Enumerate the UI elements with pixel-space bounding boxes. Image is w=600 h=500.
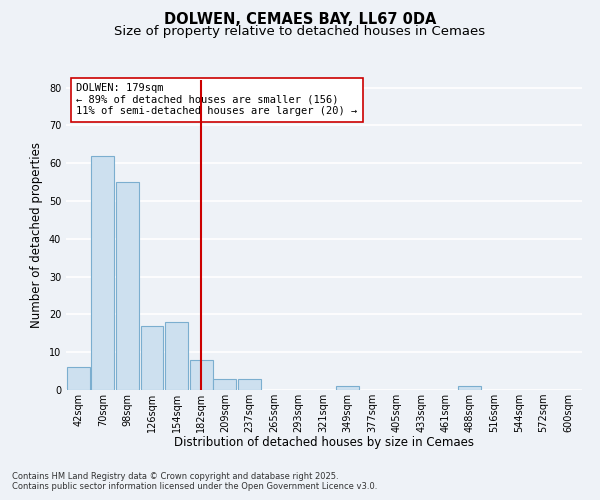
Bar: [238, 378, 261, 390]
X-axis label: Distribution of detached houses by size in Cemaes: Distribution of detached houses by size …: [174, 436, 474, 450]
Bar: [190, 360, 212, 390]
Text: DOLWEN: 179sqm
← 89% of detached houses are smaller (156)
11% of semi-detached h: DOLWEN: 179sqm ← 89% of detached houses …: [76, 83, 358, 116]
Bar: [91, 156, 114, 390]
Bar: [116, 182, 139, 390]
Text: Contains HM Land Registry data © Crown copyright and database right 2025.: Contains HM Land Registry data © Crown c…: [12, 472, 338, 481]
Bar: [140, 326, 163, 390]
Text: DOLWEN, CEMAES BAY, LL67 0DA: DOLWEN, CEMAES BAY, LL67 0DA: [164, 12, 436, 28]
Bar: [67, 368, 89, 390]
Bar: [165, 322, 188, 390]
Text: Size of property relative to detached houses in Cemaes: Size of property relative to detached ho…: [115, 25, 485, 38]
Text: Contains public sector information licensed under the Open Government Licence v3: Contains public sector information licen…: [12, 482, 377, 491]
Y-axis label: Number of detached properties: Number of detached properties: [30, 142, 43, 328]
Bar: [458, 386, 481, 390]
Bar: [336, 386, 359, 390]
Bar: [214, 378, 236, 390]
